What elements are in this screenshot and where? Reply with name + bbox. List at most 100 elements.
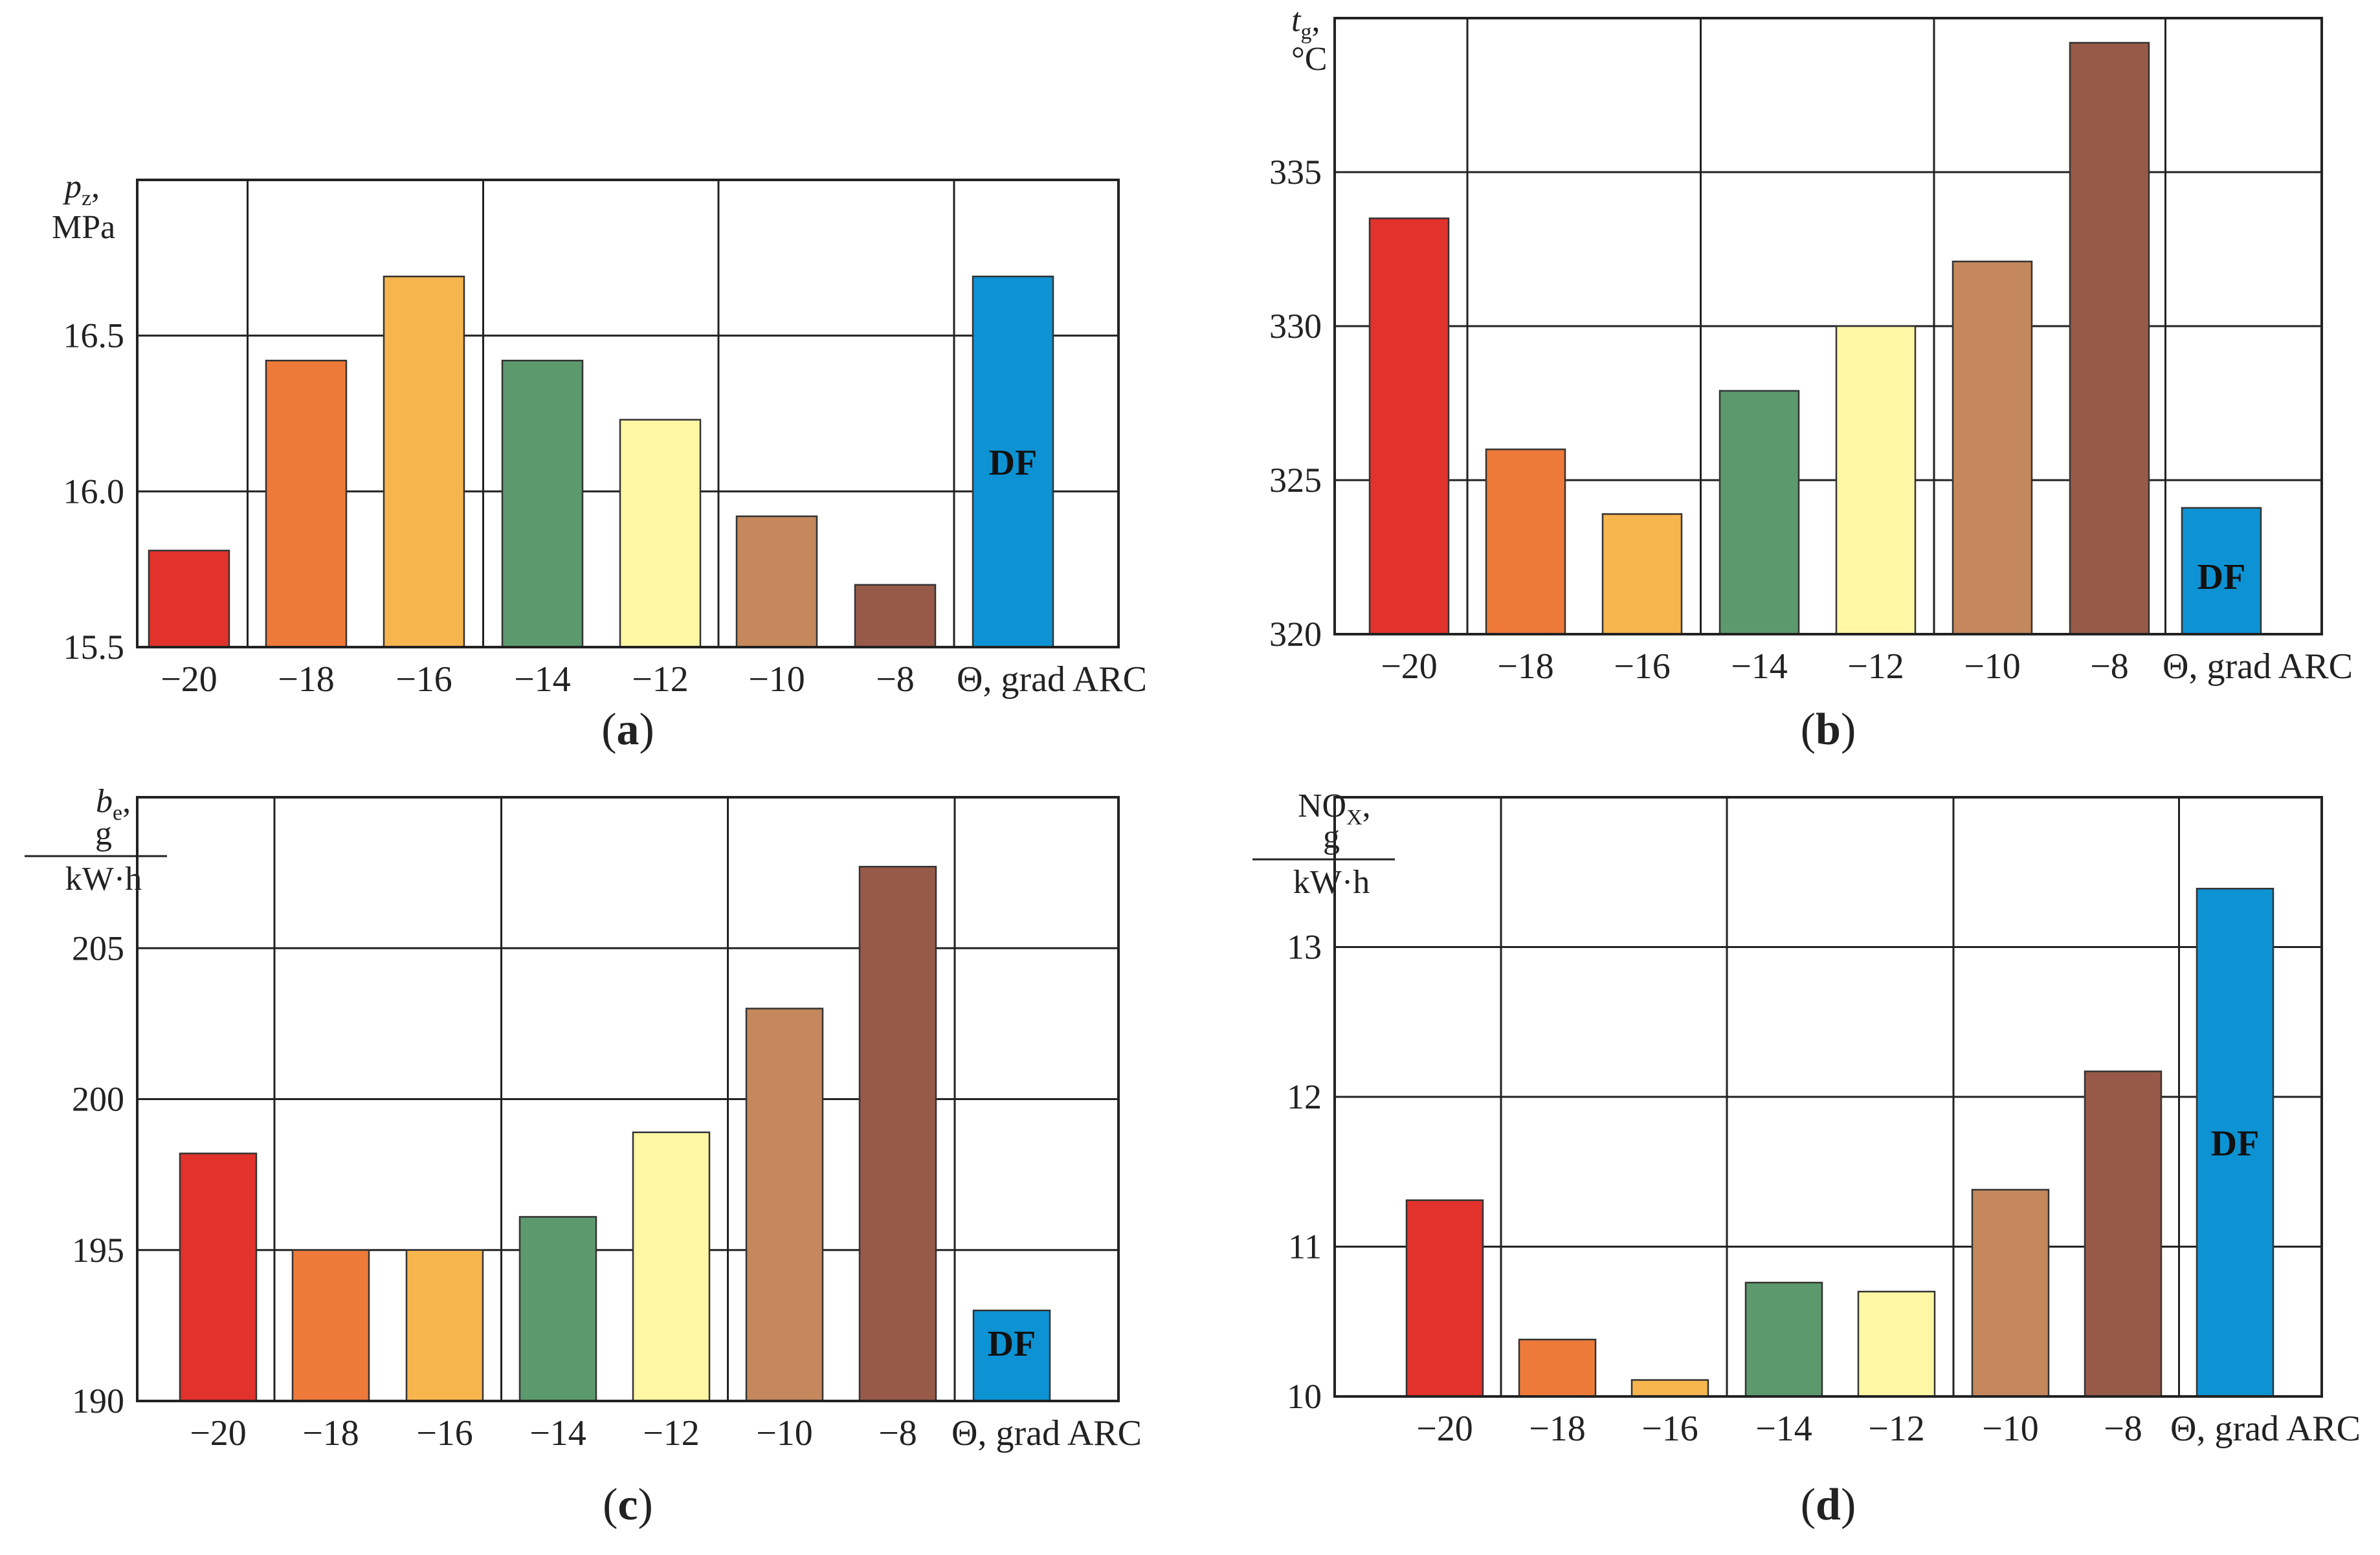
bar-theta-minus12 — [632, 1131, 711, 1402]
panel-caption: (a) — [601, 705, 654, 755]
y-axis-label: NOX, — [1298, 788, 1371, 830]
x-tick-label: −8 — [878, 1413, 917, 1453]
y-axis-subscript: z — [82, 186, 91, 210]
caption-paren-open: ( — [1801, 705, 1816, 755]
y-axis-comma: , — [91, 168, 100, 205]
x-tick-label: −10 — [1964, 646, 2021, 687]
x-tick-label: −12 — [643, 1413, 700, 1453]
y-tick-label: 320 — [1269, 615, 1322, 654]
y-axis-symbol: p — [62, 168, 82, 205]
bar-theta-minus12 — [1835, 325, 1917, 635]
x-axis-unit: Θ, grad ARC — [957, 659, 1147, 700]
y-axis-label: pz, — [62, 168, 100, 210]
chart-panel-b: DF 320 325 330 335 −20 −18 −16 −14 −12 −10 −8 Θ, gra… — [1269, 2, 2353, 755]
x-tick-label: −10 — [756, 1413, 813, 1453]
bar-theta-minus14 — [501, 359, 584, 648]
y-tick-label: 335 — [1269, 153, 1322, 192]
bar-theta-minus20 — [148, 549, 230, 648]
y-axis-label: be, — [96, 783, 131, 825]
x-tick-label: −20 — [1416, 1409, 1473, 1449]
bar-theta-minus8 — [854, 584, 937, 648]
x-tick-label: −8 — [2090, 646, 2129, 687]
x-tick-label: −8 — [876, 659, 915, 700]
panel-caption: (d) — [1801, 1480, 1856, 1530]
bar-theta-minus16 — [1601, 513, 1683, 635]
chart-panel-c: DF 190 195 200 205 −20 −18 −16 −14 −12 −10 −8 Θ, gra… — [25, 783, 1142, 1530]
bar-label-df: DF — [989, 443, 1038, 483]
x-tick-label: −16 — [1614, 646, 1671, 687]
x-tick-label: −16 — [1641, 1409, 1698, 1449]
y-unit-denominator: kW·h — [1293, 864, 1370, 901]
x-tick-label: −14 — [529, 1413, 586, 1453]
plot-frame — [136, 796, 1120, 1402]
x-tick-label: −14 — [1731, 646, 1788, 687]
x-axis-unit: Θ, grad ARC — [2163, 646, 2353, 687]
bar-theta-minus20 — [179, 1152, 258, 1402]
bar-theta-minus8 — [2069, 41, 2150, 635]
x-tick-label: −18 — [1529, 1409, 1586, 1449]
bar-theta-minus16 — [1630, 1379, 1709, 1398]
y-tick-label: 15.5 — [63, 628, 125, 667]
y-axis-subscript: e — [113, 801, 122, 825]
plot-frame — [1333, 17, 2323, 635]
y-axis-symbol: b — [96, 783, 113, 820]
x-tick-label: −16 — [416, 1413, 473, 1453]
caption-paren-close: ) — [638, 1480, 653, 1530]
bar-label-df: DF — [2211, 1124, 2260, 1164]
x-tick-label: −14 — [1755, 1409, 1812, 1449]
bar-label-df: DF — [988, 1324, 1036, 1364]
plot-frame — [136, 179, 1120, 648]
x-tick-label: −12 — [632, 659, 689, 700]
chart-panel-a: DF 15.5 16.0 16.5 −20 −18 −16 −14 −12 −10 −8 Θ, gra… — [52, 168, 1147, 755]
x-axis-unit: Θ, grad ARC — [951, 1413, 1142, 1453]
y-tick-label: 200 — [72, 1080, 124, 1119]
bar-theta-minus10 — [745, 1008, 824, 1402]
bar-theta-minus12 — [619, 419, 702, 648]
y-axis-label: tg, — [1291, 2, 1320, 44]
bar-theta-minus10 — [1952, 260, 2033, 635]
y-axis-symbol: NO — [1298, 788, 1346, 824]
bar-label-df: DF — [2197, 557, 2246, 597]
y-axis-comma: , — [1311, 2, 1320, 39]
y-unit-denominator: kW·h — [65, 861, 142, 898]
caption-paren-close: ) — [639, 705, 654, 755]
caption-letter: b — [1816, 705, 1841, 755]
bar-theta-minus12 — [1857, 1290, 1936, 1398]
x-tick-label: −10 — [748, 659, 805, 700]
x-tick-label: −18 — [1497, 646, 1554, 687]
x-tick-label: −10 — [1982, 1409, 2039, 1449]
x-tick-label: −18 — [302, 1413, 359, 1453]
y-tick-label: 16.5 — [63, 316, 125, 355]
y-tick-label: 11 — [1288, 1228, 1322, 1266]
x-tick-label: −12 — [1868, 1409, 1925, 1449]
bar-theta-minus14 — [1718, 390, 1800, 635]
bar-theta-minus20 — [1405, 1199, 1484, 1398]
chart-panel-d: DF 10 11 12 13 −20 −18 −16 −14 −12 −10 −8 Θ, grad AR… — [1252, 788, 2361, 1530]
x-tick-label: −18 — [278, 659, 335, 700]
bar-df — [2181, 507, 2262, 635]
y-axis-unit: °C — [1291, 41, 1327, 78]
bar-theta-minus20 — [1368, 217, 1450, 635]
y-axis-unit: MPa — [52, 209, 115, 246]
x-tick-label: −8 — [2104, 1409, 2142, 1449]
bar-theta-minus10 — [735, 515, 818, 648]
bar-theta-minus14 — [1744, 1281, 1823, 1398]
bar-theta-minus8 — [2084, 1070, 2163, 1398]
y-unit-numerator: g — [95, 815, 112, 852]
x-tick-label: −20 — [190, 1413, 247, 1453]
caption-paren-close: ) — [1841, 1480, 1856, 1530]
y-tick-label: 16.0 — [63, 472, 125, 511]
caption-letter: c — [617, 1480, 638, 1530]
y-tick-label: 195 — [72, 1231, 124, 1270]
x-tick-label: −20 — [161, 659, 217, 700]
x-tick-label: −14 — [514, 659, 571, 700]
bar-df — [972, 1309, 1051, 1402]
x-tick-label: −16 — [395, 659, 452, 700]
y-tick-label: 13 — [1287, 928, 1322, 967]
y-unit-numerator: g — [1323, 819, 1340, 855]
caption-letter: a — [617, 705, 639, 755]
caption-paren-close: ) — [1841, 705, 1856, 755]
bar-theta-minus14 — [518, 1216, 597, 1402]
bar-theta-minus8 — [858, 866, 937, 1402]
x-axis-unit: Θ, grad ARC — [2170, 1409, 2361, 1449]
